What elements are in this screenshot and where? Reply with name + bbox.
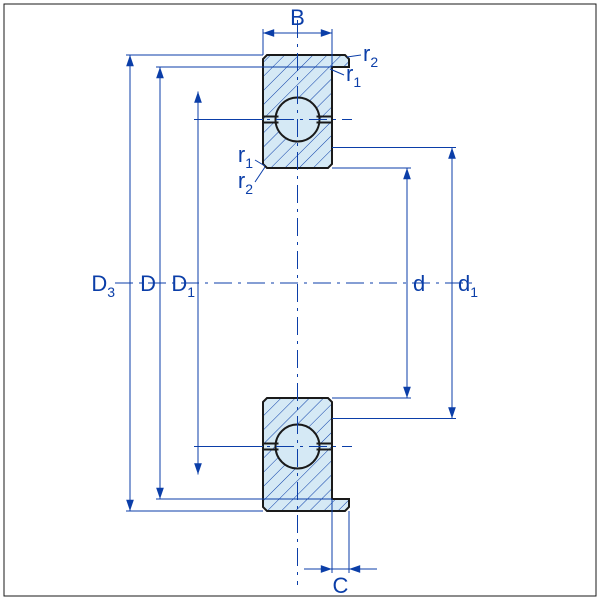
label-r2-bot: r2 xyxy=(238,168,253,197)
label-D3: D3 xyxy=(91,271,115,300)
bearing-diagram: D3DD1dd1BCr2r1r1r2 xyxy=(0,0,600,600)
label-d: d xyxy=(413,271,425,296)
label-d1: d1 xyxy=(458,271,478,300)
label-D: D xyxy=(140,271,156,296)
label-B: B xyxy=(290,5,305,30)
label-D1: D1 xyxy=(171,271,195,300)
label-r1-bot: r1 xyxy=(238,142,253,171)
label-r2-top: r2 xyxy=(363,41,378,70)
label-C: C xyxy=(333,573,349,598)
label-r1-top: r1 xyxy=(346,61,361,90)
